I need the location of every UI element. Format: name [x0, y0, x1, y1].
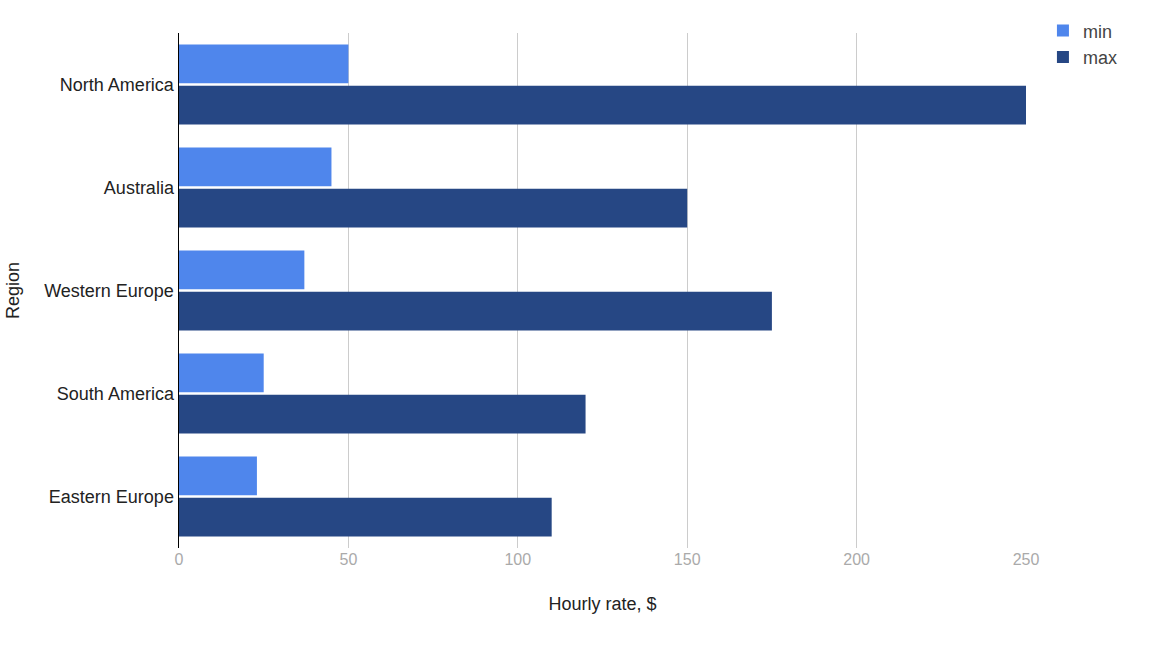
svg-text:150: 150	[674, 551, 701, 568]
svg-text:Western Europe: Western Europe	[44, 281, 174, 301]
svg-text:South America: South America	[57, 384, 175, 404]
svg-text:max: max	[1083, 48, 1117, 68]
svg-text:North America: North America	[60, 75, 175, 95]
svg-text:50: 50	[340, 551, 358, 568]
svg-text:Australia: Australia	[104, 178, 175, 198]
svg-text:Eastern Europe: Eastern Europe	[49, 487, 174, 507]
svg-text:min: min	[1083, 22, 1112, 42]
svg-text:200: 200	[843, 551, 870, 568]
svg-text:Region: Region	[3, 262, 23, 319]
svg-text:100: 100	[504, 551, 531, 568]
svg-text:Hourly rate, $: Hourly rate, $	[548, 594, 656, 614]
svg-text:0: 0	[175, 551, 184, 568]
svg-text:250: 250	[1013, 551, 1040, 568]
